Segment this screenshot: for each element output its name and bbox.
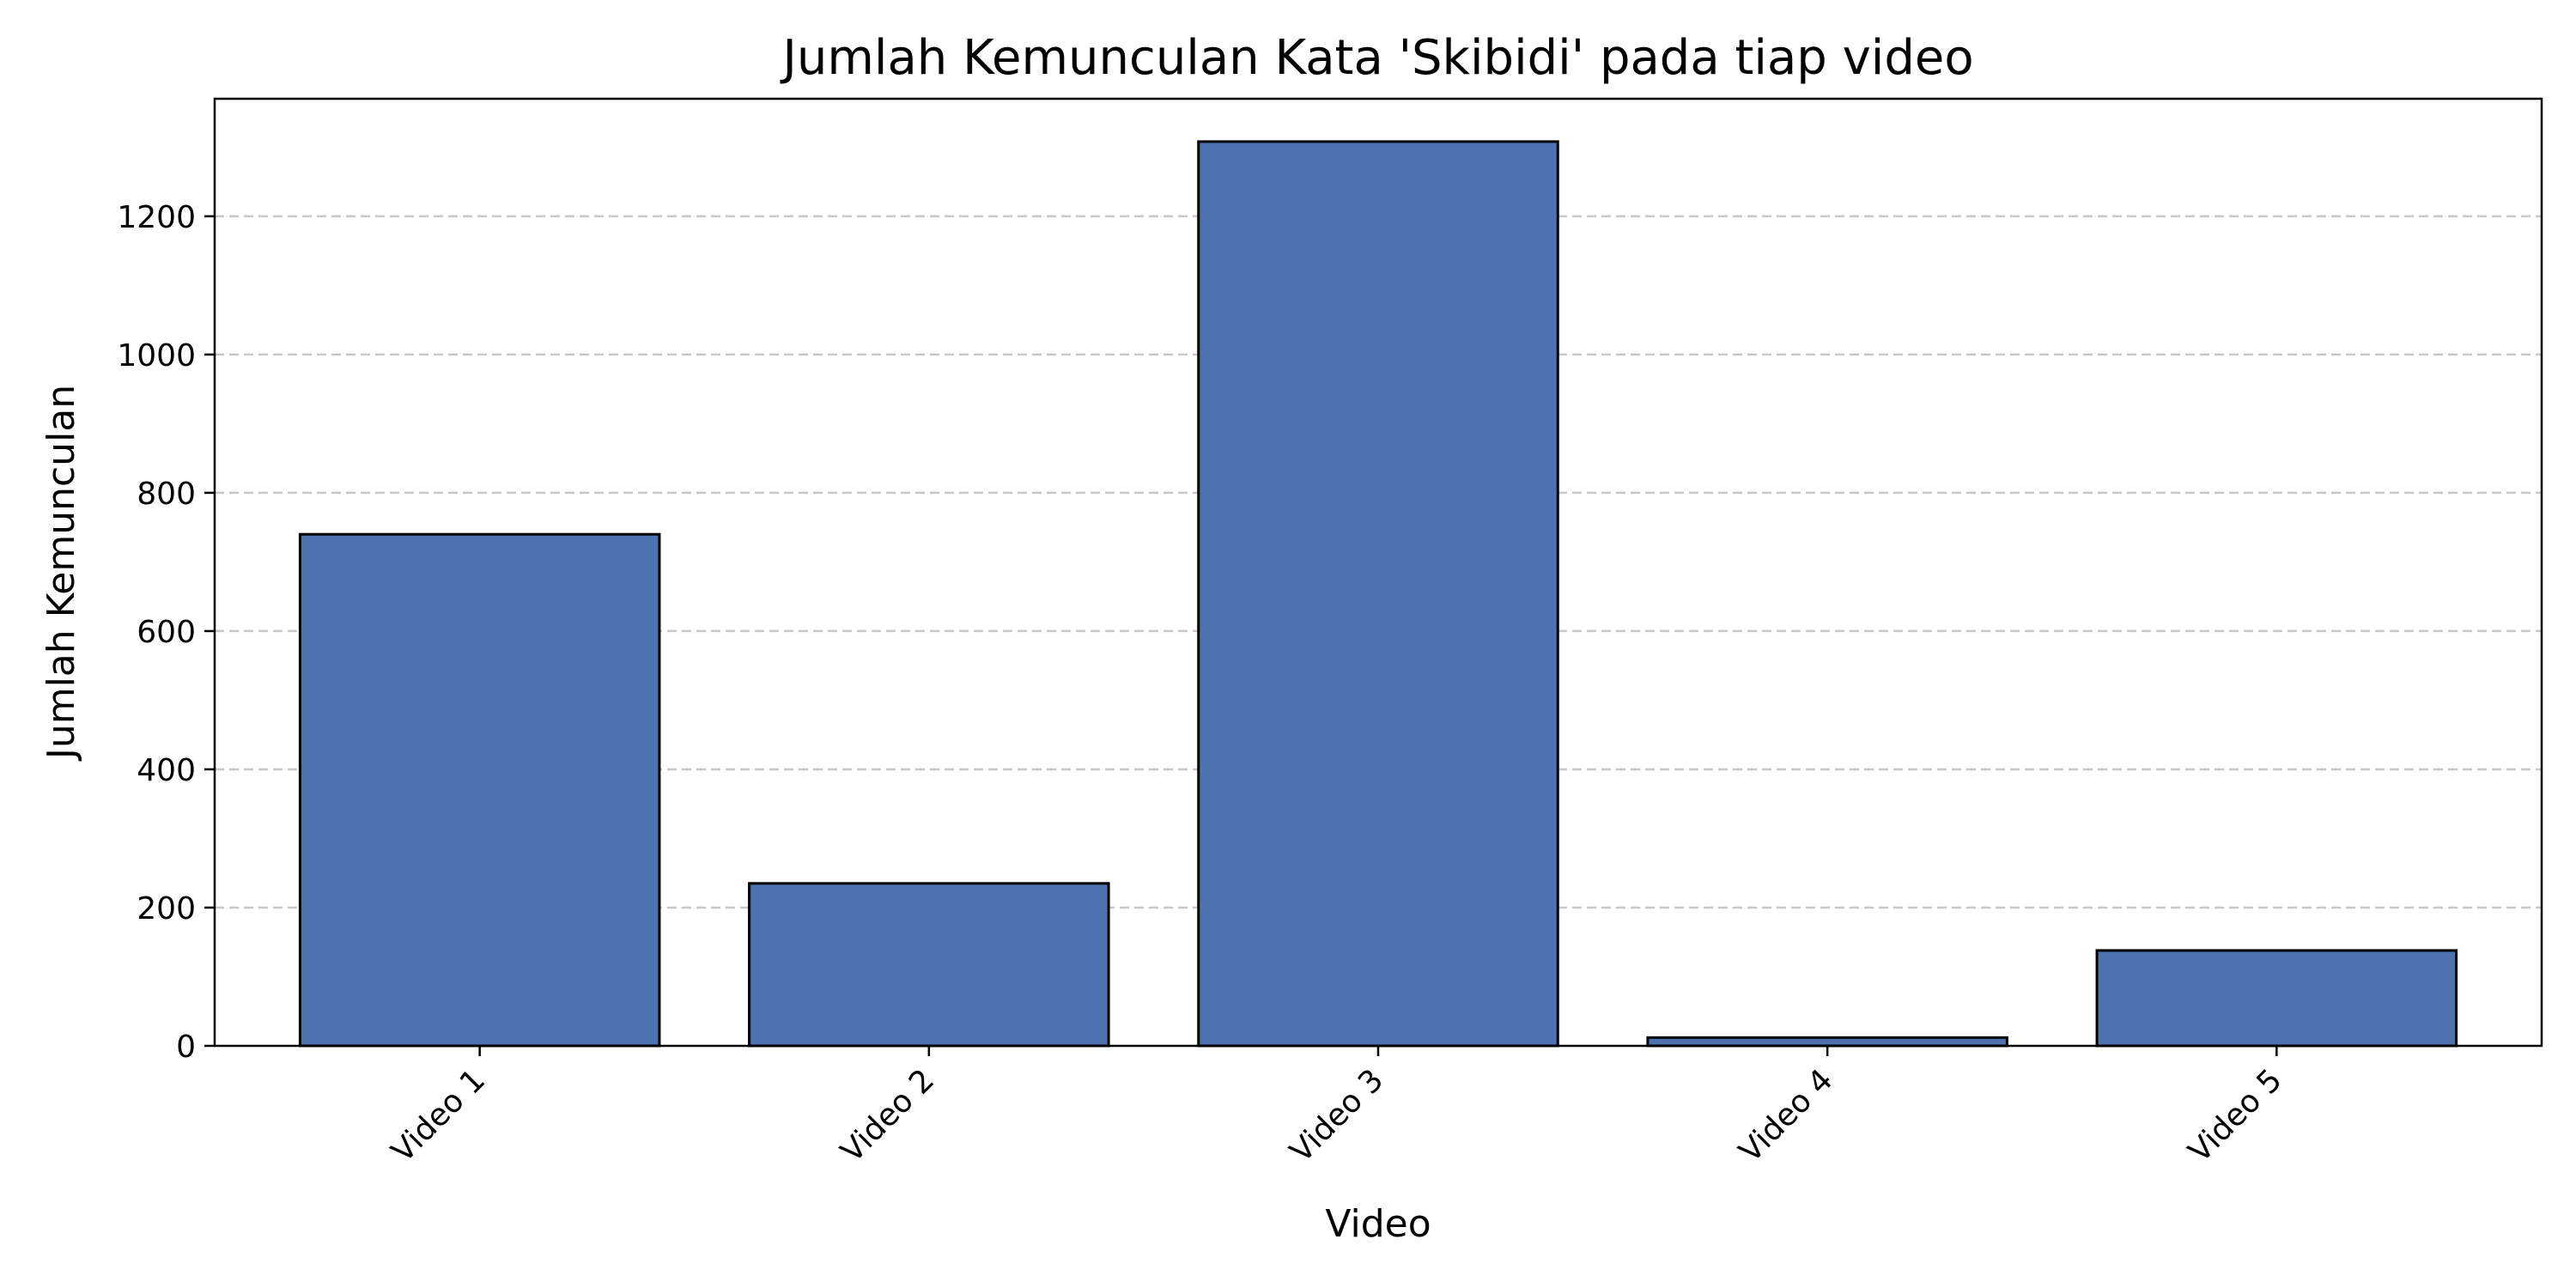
bar-video-1 (298, 532, 661, 1048)
y-tick-label: 400 (137, 753, 196, 788)
y-tick-label: 0 (176, 1030, 196, 1065)
y-tick-label: 1000 (117, 338, 196, 374)
y-tick-label: 800 (137, 477, 196, 512)
bar-video-4 (1646, 1036, 2008, 1048)
y-axis: 0 200 400 600 800 1000 1200 (117, 200, 215, 1065)
bars (298, 140, 2458, 1048)
bar-video-5 (2095, 949, 2458, 1048)
chart-title: Jumlah Kemunculan Kata 'Skibidi' pada ti… (780, 30, 1973, 86)
y-axis-title: Jumlah Kemunculan (39, 385, 83, 762)
x-axis-title: Video (1325, 1202, 1431, 1246)
bar-video-3 (1197, 140, 1559, 1048)
bar-video-2 (748, 882, 1110, 1048)
y-tick-label: 200 (137, 891, 196, 927)
y-tick-label: 600 (137, 615, 196, 650)
y-tick-label: 1200 (117, 200, 196, 235)
